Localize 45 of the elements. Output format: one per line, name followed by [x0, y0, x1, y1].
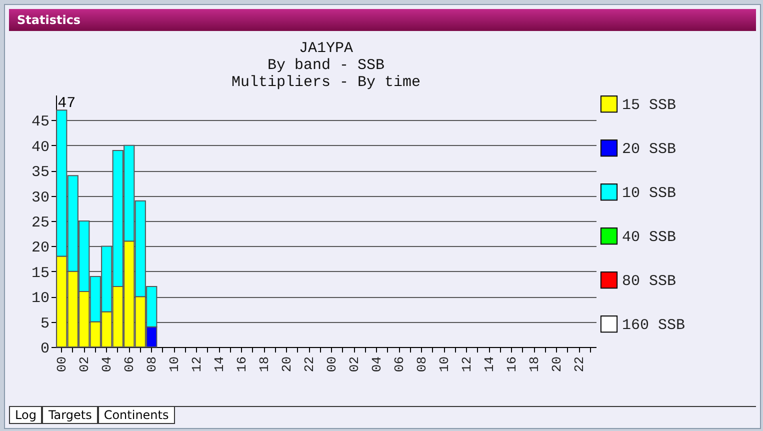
- y-tick-label: 5: [40, 315, 50, 332]
- legend-label: 20 SSB: [622, 141, 676, 158]
- x-tick-label: 10: [437, 356, 452, 372]
- x-tick-label: 02: [347, 356, 362, 372]
- x-tick-label: 00: [54, 356, 70, 372]
- annotation: 47: [58, 95, 76, 112]
- x-tick-label: 12: [190, 356, 205, 372]
- y-tick-label: 0: [40, 340, 50, 358]
- text: Targets: [42, 407, 98, 424]
- x-tick-label: 08: [414, 356, 430, 372]
- legend-label: 10 SSB: [622, 185, 676, 202]
- y-tick-label: 45: [31, 114, 50, 131]
- y-tick-label: 25: [31, 214, 50, 232]
- y-tick-label: 20: [31, 240, 50, 257]
- text: Statistics: [9, 9, 756, 31]
- x-tick-label: 18: [527, 356, 542, 372]
- x-tick-label: 08: [144, 356, 160, 372]
- x-tick-label: 04: [100, 356, 115, 372]
- chart-subtitle: By band - SSB Multipliers - By time: [231, 57, 421, 91]
- x-tick-label: 16: [234, 356, 250, 372]
- x-tick-label: 12: [460, 356, 475, 372]
- x-tick-label: 22: [572, 356, 588, 372]
- x-tick-label: 10: [167, 356, 182, 372]
- x-tick-label: 00: [324, 356, 340, 372]
- x-tick-label: 06: [122, 356, 138, 372]
- legend-label: 80 SSB: [622, 273, 676, 290]
- legend-label: 160 SSB: [622, 317, 686, 334]
- x-tick-label: 16: [504, 356, 520, 372]
- x-tick-label: 20: [550, 356, 565, 372]
- y-tick-label: 35: [31, 164, 50, 182]
- y-tick-label: 15: [31, 264, 50, 282]
- x-tick-label: 22: [302, 356, 318, 372]
- x-tick-label: 20: [280, 356, 295, 372]
- x-tick-label: 18: [257, 356, 272, 372]
- x-tick-label: 04: [370, 356, 385, 372]
- legend-label: 40 SSB: [622, 229, 676, 246]
- x-tick-label: 14: [482, 356, 498, 372]
- x-tick-label: 02: [77, 356, 92, 372]
- legend-label: 15 SSB: [622, 97, 676, 114]
- y-tick-label: 40: [31, 138, 50, 156]
- y-tick-label: 30: [31, 189, 50, 206]
- y-tick-label: 10: [31, 290, 50, 308]
- x-tick-label: 14: [212, 356, 228, 372]
- x-tick-label: 06: [392, 356, 408, 372]
- chart-title: JA1YPA: [298, 40, 354, 57]
